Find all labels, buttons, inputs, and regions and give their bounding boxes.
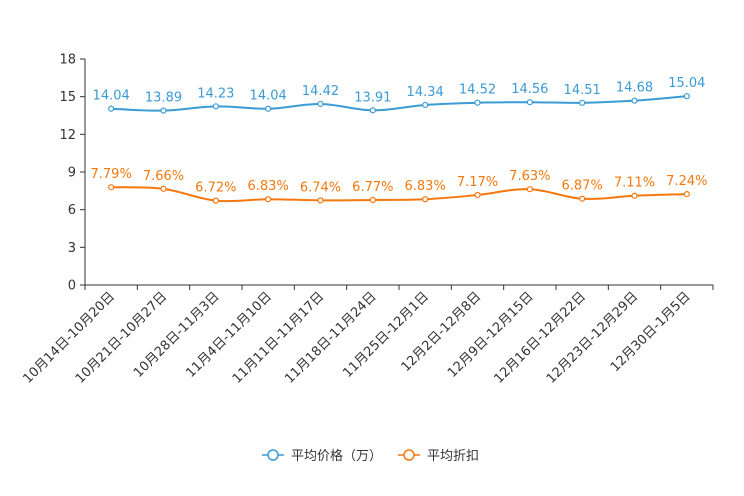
data-label: 14.04 [250,89,287,104]
x-tick-label: 12月16日-12月22日 [492,289,589,386]
data-label: 15.04 [668,76,705,91]
data-point [579,195,586,202]
data-point [160,185,167,192]
series-1: 14.04 13.89 14.23 14.04 14.42 13.91 14.34 14.52… [93,76,705,114]
data-point [631,192,638,199]
series-line [111,95,687,112]
data-point [422,196,429,203]
data-point [265,196,272,203]
data-label: 6.77% [352,180,393,195]
data-point [160,107,167,114]
legend-marker-icon [267,449,279,461]
data-label: 14.51 [564,83,601,98]
data-point [212,103,219,110]
data-label: 14.68 [616,81,653,96]
data-label: 13.91 [354,90,391,105]
x-tick-label: 12月23日-12月29日 [544,289,641,386]
data-point [317,100,324,108]
data-point [108,184,115,191]
data-label: 6.83% [248,179,289,194]
y-tick-label: 0 [68,279,76,294]
legend-item-2: 平均折扣 [398,449,479,464]
data-label: 14.04 [93,89,130,104]
data-label: 7.66% [143,169,184,184]
data-label: 14.34 [407,85,444,100]
data-point [369,107,376,114]
data-label: 6.83% [405,179,446,194]
series-2: 7.79% 7.66% 6.72% 6.83% 6.74% 6.77% 6.83% 7.17%… [91,167,707,204]
data-point [474,191,481,199]
legend-label: 平均价格（万） [291,448,382,464]
data-point [369,196,376,204]
y-tick-label: 6 [68,203,76,218]
data-point [265,105,272,112]
data-label: 7.11% [614,176,655,191]
data-point [317,197,324,204]
x-tick-label: 11月11日-11月17日 [230,289,327,386]
legend-item-1: 平均价格（万） [262,448,382,464]
series-line [111,186,687,203]
data-point [683,190,690,198]
data-label: 14.52 [459,83,496,98]
y-tick-label: 3 [68,241,76,256]
data-point [631,97,638,104]
data-point [526,186,533,193]
data-label: 6.72% [195,181,236,196]
legend: 平均价格（万） 平均折扣 [262,448,479,464]
data-label: 7.24% [666,174,707,189]
data-point [212,197,219,204]
legend-label: 平均折扣 [427,449,479,464]
data-label: 13.89 [145,91,182,106]
y-tick-label: 18 [59,53,76,68]
series-layer: 14.04 13.89 14.23 14.04 14.42 13.91 14.34 14.52… [91,76,707,204]
data-point [526,99,533,106]
data-label: 14.23 [197,86,234,101]
data-point [474,99,481,106]
x-tick-label: 10月14日-10月20日 [21,289,118,386]
data-point [683,93,690,100]
data-point [108,105,115,112]
x-tick-label: 11月18日-11月24日 [282,289,379,386]
y-tick-label: 15 [59,90,76,105]
data-label: 6.87% [562,179,603,194]
data-label: 14.42 [302,84,339,99]
data-label: 7.63% [509,169,550,184]
x-tick-label: 10月21日-10月27日 [73,289,170,386]
data-label: 7.17% [457,175,498,190]
data-point [579,99,586,106]
data-label: 14.56 [511,82,548,97]
data-label: 7.79% [91,167,132,182]
data-label: 6.74% [300,180,341,195]
data-point [422,101,429,109]
y-tick-label: 9 [68,166,76,181]
legend-marker-icon [403,449,415,461]
y-tick-label: 12 [59,128,76,143]
